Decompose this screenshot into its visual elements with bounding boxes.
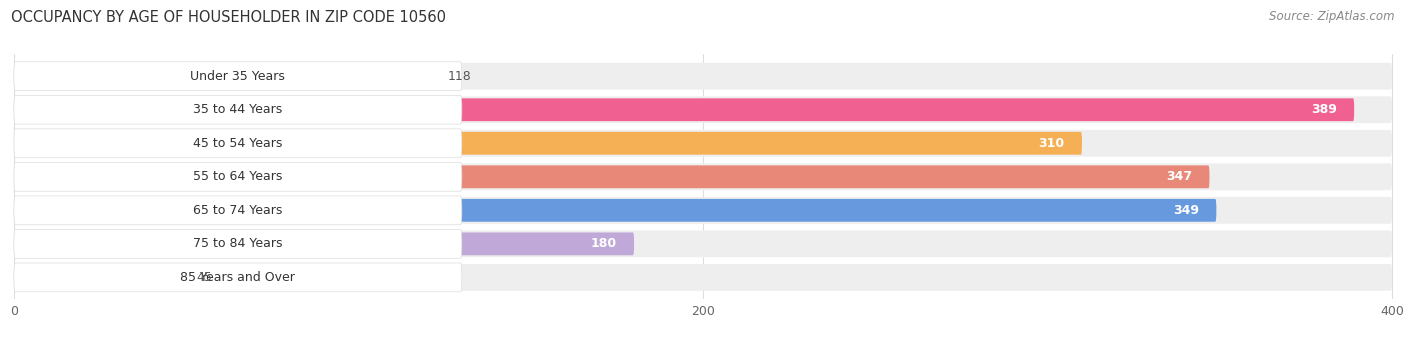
FancyBboxPatch shape <box>14 95 461 124</box>
FancyBboxPatch shape <box>14 96 1392 123</box>
FancyBboxPatch shape <box>14 62 461 91</box>
Text: Under 35 Years: Under 35 Years <box>190 70 285 83</box>
FancyBboxPatch shape <box>14 63 1392 90</box>
Text: 349: 349 <box>1173 204 1199 217</box>
FancyBboxPatch shape <box>14 130 1392 157</box>
FancyBboxPatch shape <box>14 233 634 255</box>
Text: 85 Years and Over: 85 Years and Over <box>180 271 295 284</box>
Text: 55 to 64 Years: 55 to 64 Years <box>193 170 283 183</box>
FancyBboxPatch shape <box>14 263 461 292</box>
FancyBboxPatch shape <box>14 231 1392 257</box>
Text: 310: 310 <box>1039 137 1064 150</box>
FancyBboxPatch shape <box>14 163 461 191</box>
FancyBboxPatch shape <box>14 164 1392 190</box>
Text: Source: ZipAtlas.com: Source: ZipAtlas.com <box>1270 10 1395 23</box>
FancyBboxPatch shape <box>14 65 420 88</box>
FancyBboxPatch shape <box>14 197 1392 224</box>
FancyBboxPatch shape <box>14 132 1083 155</box>
Text: 35 to 44 Years: 35 to 44 Years <box>193 103 283 116</box>
FancyBboxPatch shape <box>14 129 461 158</box>
FancyBboxPatch shape <box>14 230 461 258</box>
FancyBboxPatch shape <box>14 264 1392 291</box>
Text: 347: 347 <box>1166 170 1192 183</box>
FancyBboxPatch shape <box>14 199 1216 222</box>
Text: OCCUPANCY BY AGE OF HOUSEHOLDER IN ZIP CODE 10560: OCCUPANCY BY AGE OF HOUSEHOLDER IN ZIP C… <box>11 10 446 25</box>
FancyBboxPatch shape <box>14 165 1209 188</box>
Text: 45 to 54 Years: 45 to 54 Years <box>193 137 283 150</box>
FancyBboxPatch shape <box>14 98 1354 121</box>
Text: 45: 45 <box>197 271 212 284</box>
Text: 75 to 84 Years: 75 to 84 Years <box>193 237 283 250</box>
Text: 180: 180 <box>591 237 617 250</box>
FancyBboxPatch shape <box>14 196 461 225</box>
Text: 118: 118 <box>449 70 472 83</box>
Text: 65 to 74 Years: 65 to 74 Years <box>193 204 283 217</box>
FancyBboxPatch shape <box>14 266 169 289</box>
Text: 389: 389 <box>1310 103 1337 116</box>
